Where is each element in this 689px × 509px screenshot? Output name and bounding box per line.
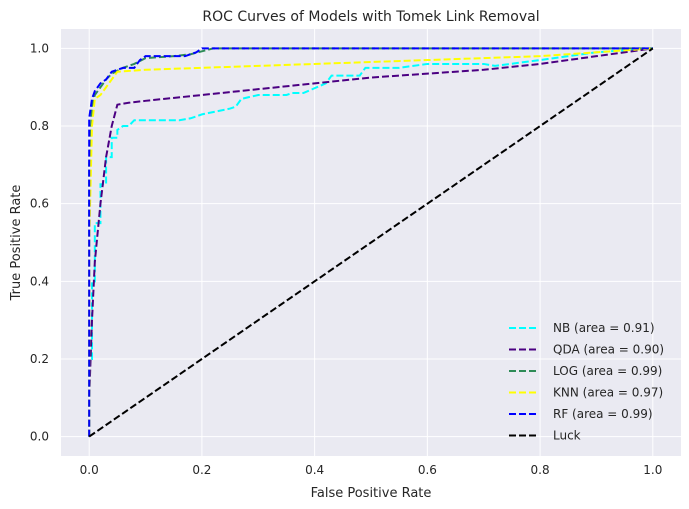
series-line-3 bbox=[88, 47, 653, 437]
y-tick-label: 0.6 bbox=[30, 197, 49, 211]
x-tick-label: 1.0 bbox=[643, 463, 662, 477]
y-tick-label: 0.4 bbox=[30, 274, 49, 288]
series-line-4 bbox=[88, 47, 653, 437]
x-tick-label: 0.4 bbox=[305, 463, 324, 477]
x-tick-label: 0.0 bbox=[80, 463, 99, 477]
y-tick-label: 0.8 bbox=[30, 119, 49, 133]
y-axis-label: True Positive Rate bbox=[9, 185, 24, 302]
series-line-0 bbox=[88, 47, 653, 437]
x-tick-label: 0.8 bbox=[531, 463, 550, 477]
x-axis-label: False Positive Rate bbox=[311, 486, 432, 501]
y-tick-label: 1.0 bbox=[30, 41, 49, 55]
y-tick-label: 0.0 bbox=[30, 430, 49, 444]
x-tick-labels: 0.0 0.2 0.4 0.6 0.8 1.0 bbox=[80, 463, 663, 477]
y-tick-label: 0.2 bbox=[30, 352, 49, 366]
legend-label: LOG (area = 0.99) bbox=[553, 364, 662, 378]
legend-label: Luck bbox=[553, 429, 581, 443]
series-line-5 bbox=[88, 47, 654, 438]
x-tick-label: 0.2 bbox=[192, 463, 211, 477]
series-line-1 bbox=[88, 47, 653, 437]
legend-label: NB (area = 0.91) bbox=[553, 321, 655, 335]
y-tick-labels: 0.0 0.2 0.4 0.6 0.8 1.0 bbox=[30, 41, 49, 443]
legend-label: RF (area = 0.99) bbox=[553, 407, 653, 421]
legend-label: QDA (area = 0.90) bbox=[553, 343, 664, 357]
legend-label: KNN (area = 0.97) bbox=[553, 386, 663, 400]
series-lines bbox=[88, 47, 654, 438]
legend: NB (area = 0.91) QDA (area = 0.90) LOG (ar… bbox=[509, 321, 664, 443]
chart-title: ROC Curves of Models with Tomek Link Rem… bbox=[202, 9, 539, 25]
x-tick-label: 0.6 bbox=[418, 463, 437, 477]
